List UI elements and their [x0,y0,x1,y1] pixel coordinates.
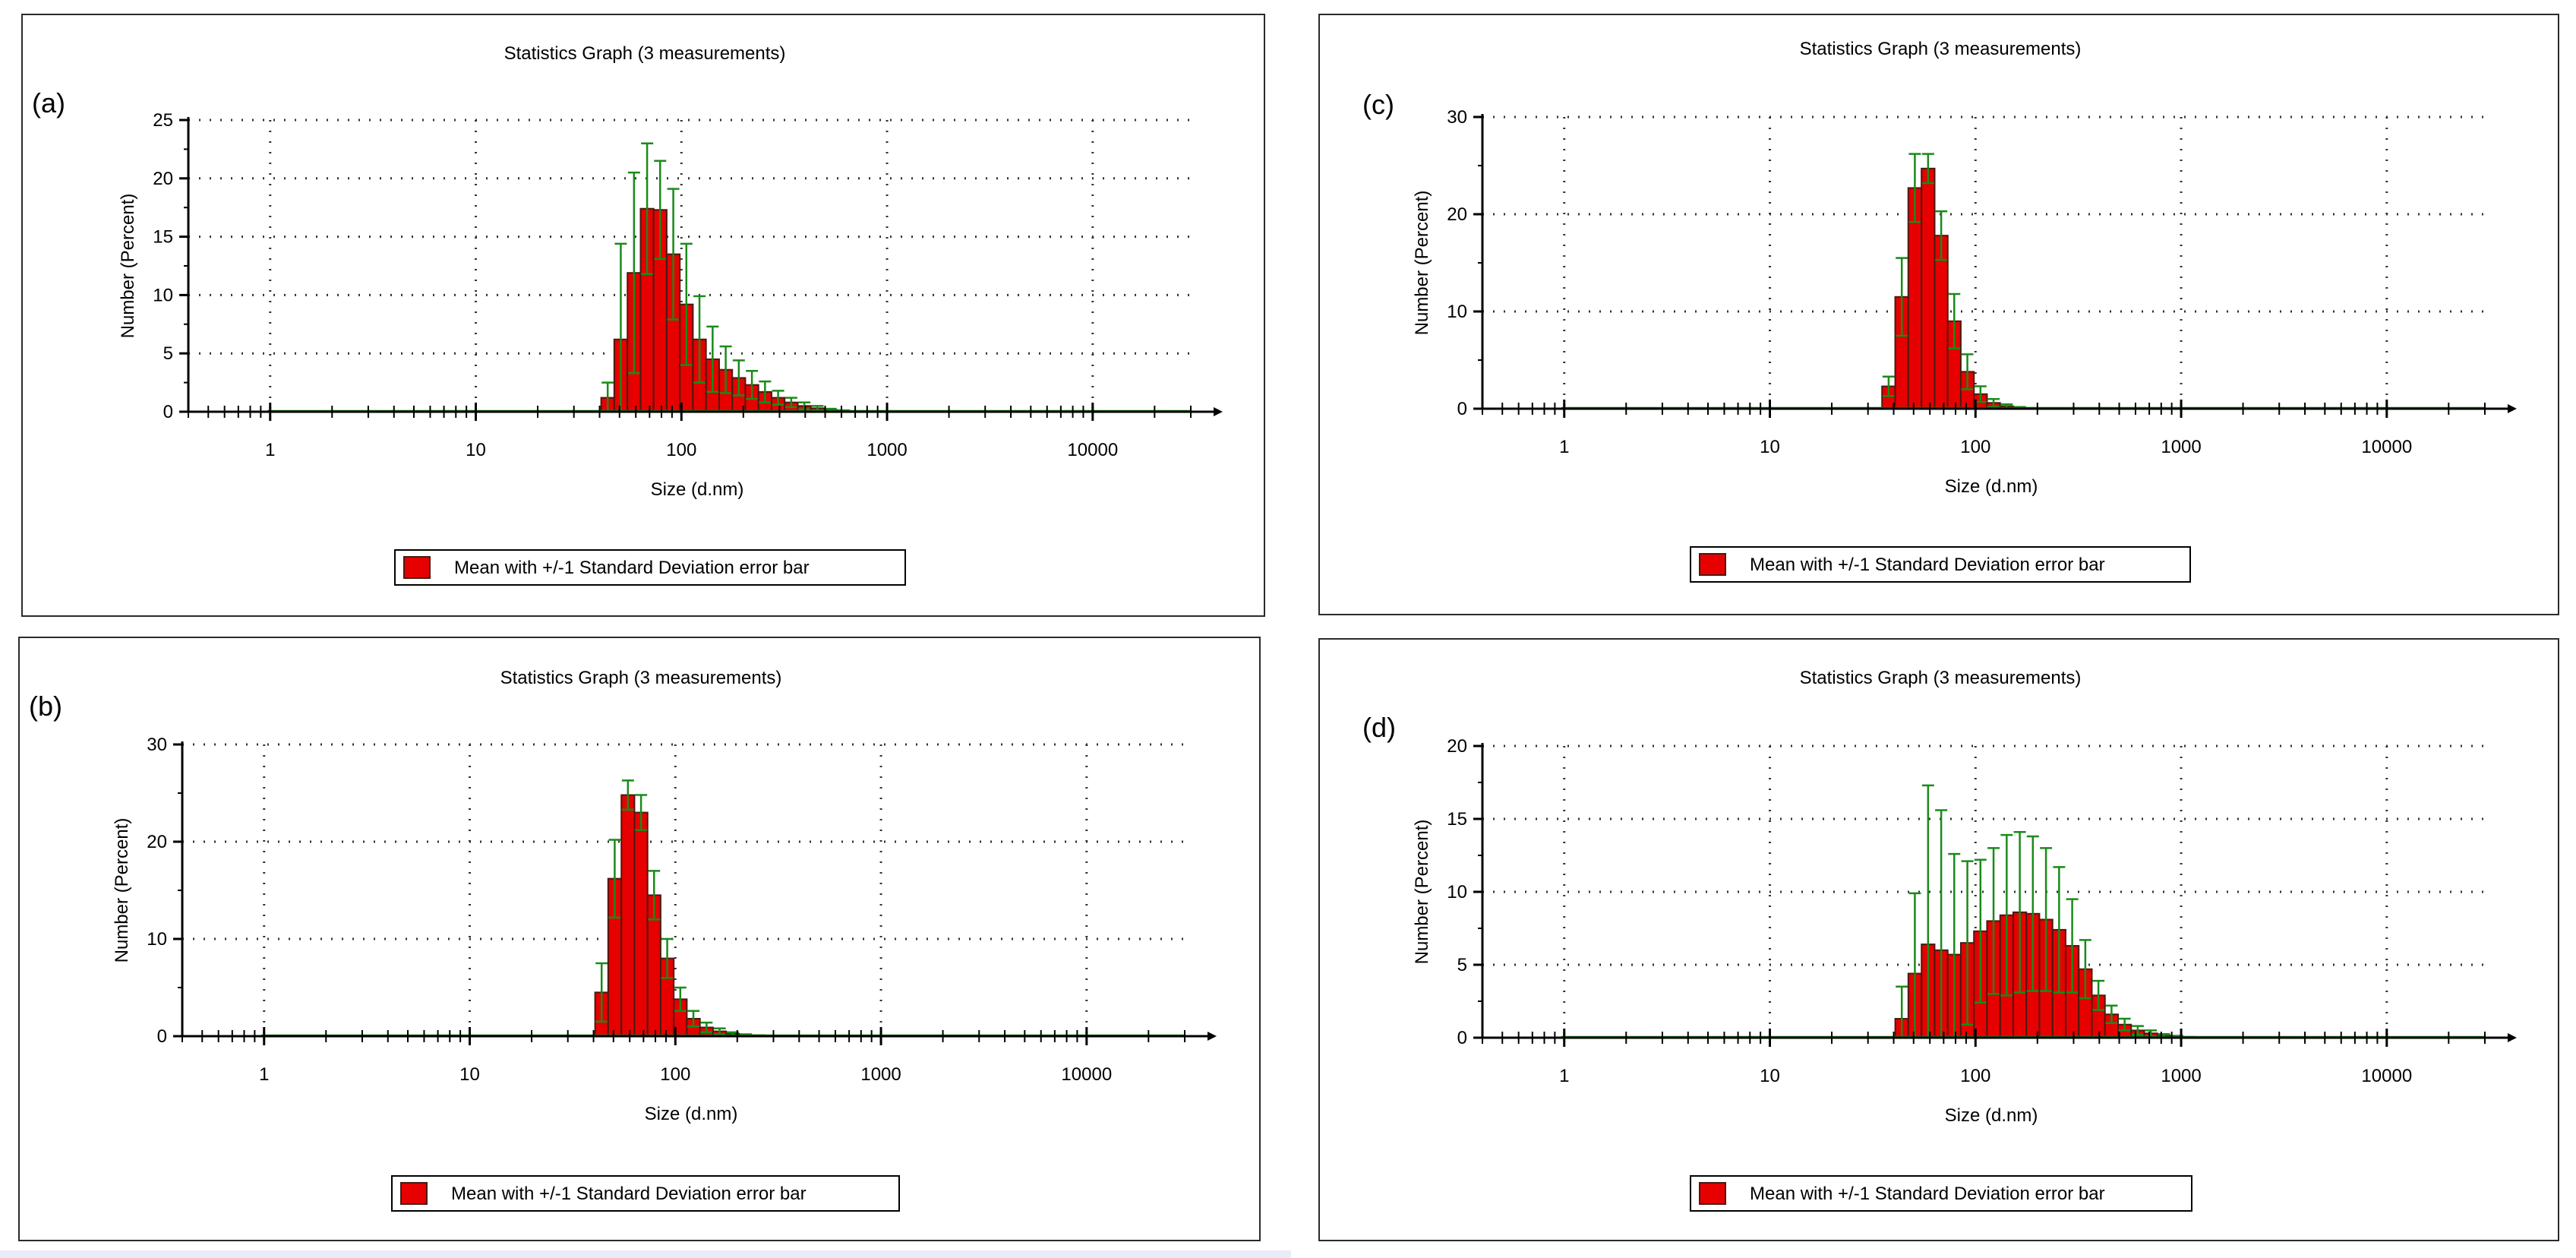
x-tick-label: 10 [466,440,486,460]
chart-panel-b: Statistics Graph (3 measurements) (b) 0 10 2… [18,637,1261,1241]
bar [1921,167,1936,409]
x-tick-label: 10000 [1067,440,1118,460]
chart-panel-a: Statistics Graph (3 measurements) (a) 0 5 10… [21,14,1265,617]
bar [620,794,636,1037]
legend-label: Mean with +/-1 Standard Deviation error … [454,558,810,578]
chart-title: Statistics Graph (3 measurements) [504,43,786,64]
x-tick-label: 10000 [1061,1064,1112,1085]
grid [182,743,1185,1036]
chart-svg-b: Statistics Graph (3 measurements) (b) 0 10 2… [29,668,1217,1212]
x-tick-label: 10 [459,1064,480,1085]
legend-box [1690,1175,2192,1212]
y-tick-label: 0 [1457,1028,1467,1048]
chart-title: Statistics Graph (3 measurements) [1800,668,2082,688]
legend-box [391,1175,900,1212]
x-axis-label: Size (d.nm) [1945,1105,2038,1126]
x-tick-label: 10 [1760,437,1780,457]
legend-swatch [400,1182,428,1205]
legend-label: Mean with +/-1 Standard Deviation error … [1750,1184,2105,1204]
y-tick-label: 20 [1447,204,1467,225]
x-tick-label: 1 [265,440,275,460]
y-axis-label: Number (Percent) [1412,820,1432,965]
x-tick-label: 10000 [2361,1066,2412,1086]
y-tick-label: 15 [153,227,173,248]
chart-title: Statistics Graph (3 measurements) [1800,39,2082,59]
x-axis-arrow [1214,407,1223,416]
y-tick-label: 20 [1447,736,1467,757]
legend: Mean with +/-1 Standard Deviation error … [1690,546,2191,583]
y-tick-label: 30 [147,735,167,755]
bar [633,811,649,1037]
y-tick-label: 10 [1447,302,1467,322]
chart-panel-d: Statistics Graph (3 measurements) (d) 0 5 10… [1318,638,2559,1241]
x-tick-label: 1000 [2161,437,2201,457]
y-tick-label: 10 [153,285,173,305]
legend-box [394,549,906,586]
legend-label: Mean with +/-1 Standard Deviation error … [451,1184,807,1204]
y-tick-label: 0 [1457,399,1467,419]
chart-svg-c: Statistics Graph (3 measurements) (c) 0 10 2… [1362,39,2517,583]
y-tick-label: 0 [157,1026,167,1047]
legend: Mean with +/-1 Standard Deviation error … [391,1175,900,1212]
y-tick-label: 10 [147,929,167,950]
x-axis-label: Size (d.nm) [1945,476,2038,497]
y-tick-label: 20 [147,832,167,852]
legend-box [1690,546,2191,583]
legend: Mean with +/-1 Standard Deviation error … [1690,1175,2192,1212]
x-axis-label: Size (d.nm) [651,479,744,500]
x-axis-arrow [2508,1033,2517,1042]
x-tick-label: 100 [1960,1066,1990,1086]
bars [1881,153,2041,410]
y-tick-label: 5 [1457,955,1467,975]
panel-label: (c) [1362,89,1394,120]
y-tick-label: 0 [163,402,173,422]
y-tick-label: 10 [1447,882,1467,902]
panel-label: (a) [32,87,65,119]
x-tick-label: 10000 [2361,437,2412,457]
legend-swatch [1699,1182,1726,1205]
y-axis-label: Number (Percent) [112,818,132,963]
panel-label: (d) [1362,712,1396,743]
bars [594,779,780,1038]
x-axis-label: Size (d.nm) [645,1104,738,1124]
y-tick-label: 15 [1447,809,1467,830]
legend-swatch [403,556,431,579]
x-axis-arrow [2508,404,2517,413]
x-tick-label: 10 [1760,1066,1780,1086]
x-tick-label: 1000 [867,440,907,460]
x-axis-arrow [1208,1032,1217,1041]
x-tick-label: 100 [660,1064,690,1085]
x-tick-label: 100 [666,440,696,460]
legend: Mean with +/-1 Standard Deviation error … [394,549,906,586]
x-tick-label: 1000 [2161,1066,2201,1086]
chart-svg-a: Statistics Graph (3 measurements) (a) 0 5 10… [32,43,1223,586]
y-tick-label: 30 [1447,107,1467,128]
x-tick-label: 100 [1960,437,1990,457]
chart-title: Statistics Graph (3 measurements) [500,668,782,688]
bars [1894,784,2198,1039]
x-tick-label: 1 [1559,437,1569,457]
bars [600,142,864,413]
legend-swatch [1699,553,1726,576]
y-tick-label: 25 [153,110,173,131]
panel-label: (b) [29,691,62,722]
x-tick-label: 1 [259,1064,269,1085]
grid [1482,115,2485,409]
y-tick-label: 20 [153,169,173,189]
y-tick-label: 5 [163,343,173,364]
y-axis-label: Number (Percent) [118,194,138,339]
bar [1934,235,1949,409]
chart-panel-c: Statistics Graph (3 measurements) (c) 0 10 2… [1318,14,2559,615]
chart-svg-d: Statistics Graph (3 measurements) (d) 0 5 10… [1362,668,2517,1212]
bottom-strip [0,1250,1291,1258]
y-axis-label: Number (Percent) [1412,191,1432,336]
legend-label: Mean with +/-1 Standard Deviation error … [1750,555,2105,575]
x-tick-label: 1 [1559,1066,1569,1086]
x-tick-label: 1000 [860,1064,901,1085]
